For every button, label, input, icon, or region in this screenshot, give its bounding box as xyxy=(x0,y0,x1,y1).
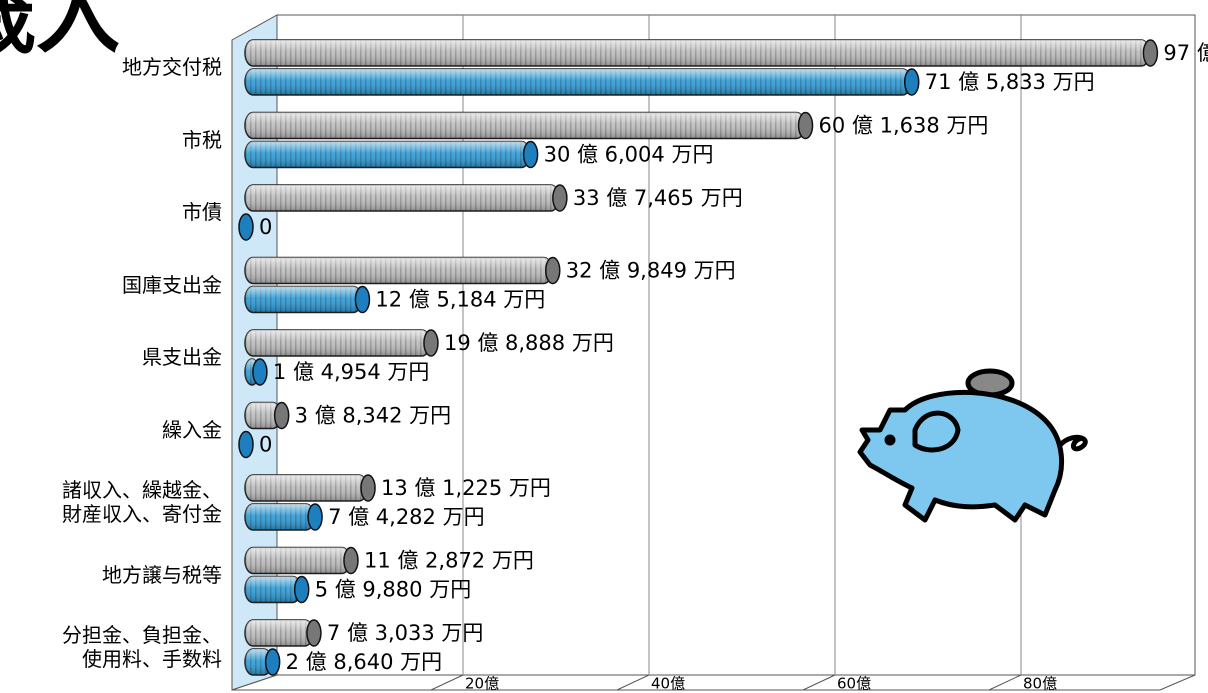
category-label: 市税 xyxy=(182,128,222,152)
bar-shade xyxy=(245,258,552,284)
bar-shade xyxy=(245,113,805,139)
bar-shade xyxy=(245,40,1149,66)
x-tick-label: 20億 xyxy=(465,675,499,693)
value-label: 0 xyxy=(259,433,272,457)
bar-shade xyxy=(245,185,559,211)
bar-end xyxy=(253,359,267,385)
value-label: 12 億 5,184 万円 xyxy=(375,288,545,312)
bar-shade xyxy=(245,287,361,313)
category-label: 地方譲与税等 xyxy=(102,563,222,587)
bar-shade xyxy=(245,475,367,501)
value-label: 60 億 1,638 万円 xyxy=(819,114,989,138)
bar-end xyxy=(239,432,253,458)
bar-shade xyxy=(245,330,430,356)
bar-end xyxy=(546,258,560,284)
bar-end xyxy=(344,548,358,574)
value-label: 5 億 9,880 万円 xyxy=(315,578,472,602)
category-label: 分担金、負担金、 使用料、手数料 xyxy=(62,623,222,671)
value-label: 1 億 4,954 万円 xyxy=(273,360,430,384)
bar-end xyxy=(355,287,369,313)
bar-end xyxy=(308,504,322,530)
bar-end xyxy=(424,330,438,356)
bar-shade xyxy=(245,69,911,95)
bar-end xyxy=(361,475,375,501)
bar-end xyxy=(1143,40,1157,66)
bar-end xyxy=(799,113,813,139)
value-label: 30 億 6,004 万円 xyxy=(544,143,714,167)
value-label: 32 億 9,849 万円 xyxy=(566,259,736,283)
chart-title: 歳入 xyxy=(0,0,120,65)
value-label: 7 億 3,033 万円 xyxy=(327,621,484,645)
bar-shade xyxy=(245,504,314,530)
x-tick-label: 80億 xyxy=(1023,675,1057,693)
category-label: 繰入金 xyxy=(162,418,222,442)
value-label: 2 億 8,640 万円 xyxy=(286,650,443,674)
bar-end xyxy=(524,142,538,168)
category-label: 県支出金 xyxy=(142,345,222,369)
page: 歳入 20億 40億 60億 80億 97 億 2,474 万円 60 億 1,638 … xyxy=(0,0,1208,693)
bar-end xyxy=(307,620,321,646)
value-label: 7 億 4,282 万円 xyxy=(328,505,485,529)
category-label: 地方交付税 xyxy=(122,55,222,79)
value-label: 11 億 2,872 万円 xyxy=(364,549,534,573)
bar-end xyxy=(275,403,289,429)
bar-end xyxy=(553,185,567,211)
bar-shade xyxy=(245,548,350,574)
bar-shade xyxy=(245,142,530,168)
x-tick-label: 40億 xyxy=(651,675,685,693)
x-tick-label: 60億 xyxy=(837,675,871,693)
bar-end xyxy=(266,649,280,675)
value-label: 19 億 8,888 万円 xyxy=(444,331,614,355)
value-label: 0 xyxy=(259,215,272,239)
bar-shade xyxy=(245,620,313,646)
category-label: 市債 xyxy=(182,200,222,224)
value-label: 13 億 1,225 万円 xyxy=(381,476,551,500)
bar-end xyxy=(239,214,253,240)
bar-end xyxy=(295,577,309,603)
value-label: 33 億 7,465 万円 xyxy=(573,186,743,210)
value-label: 97 億 2,474 万円 xyxy=(1163,41,1208,65)
category-label: 国庫支出金 xyxy=(122,273,222,297)
bar-end xyxy=(905,69,919,95)
category-label: 諸収入、繰越金、 財産収入、寄付金 xyxy=(62,478,222,526)
value-label: 3 億 8,342 万円 xyxy=(295,404,452,428)
bar-shade xyxy=(245,577,301,603)
value-label: 71 億 5,833 万円 xyxy=(925,70,1095,94)
